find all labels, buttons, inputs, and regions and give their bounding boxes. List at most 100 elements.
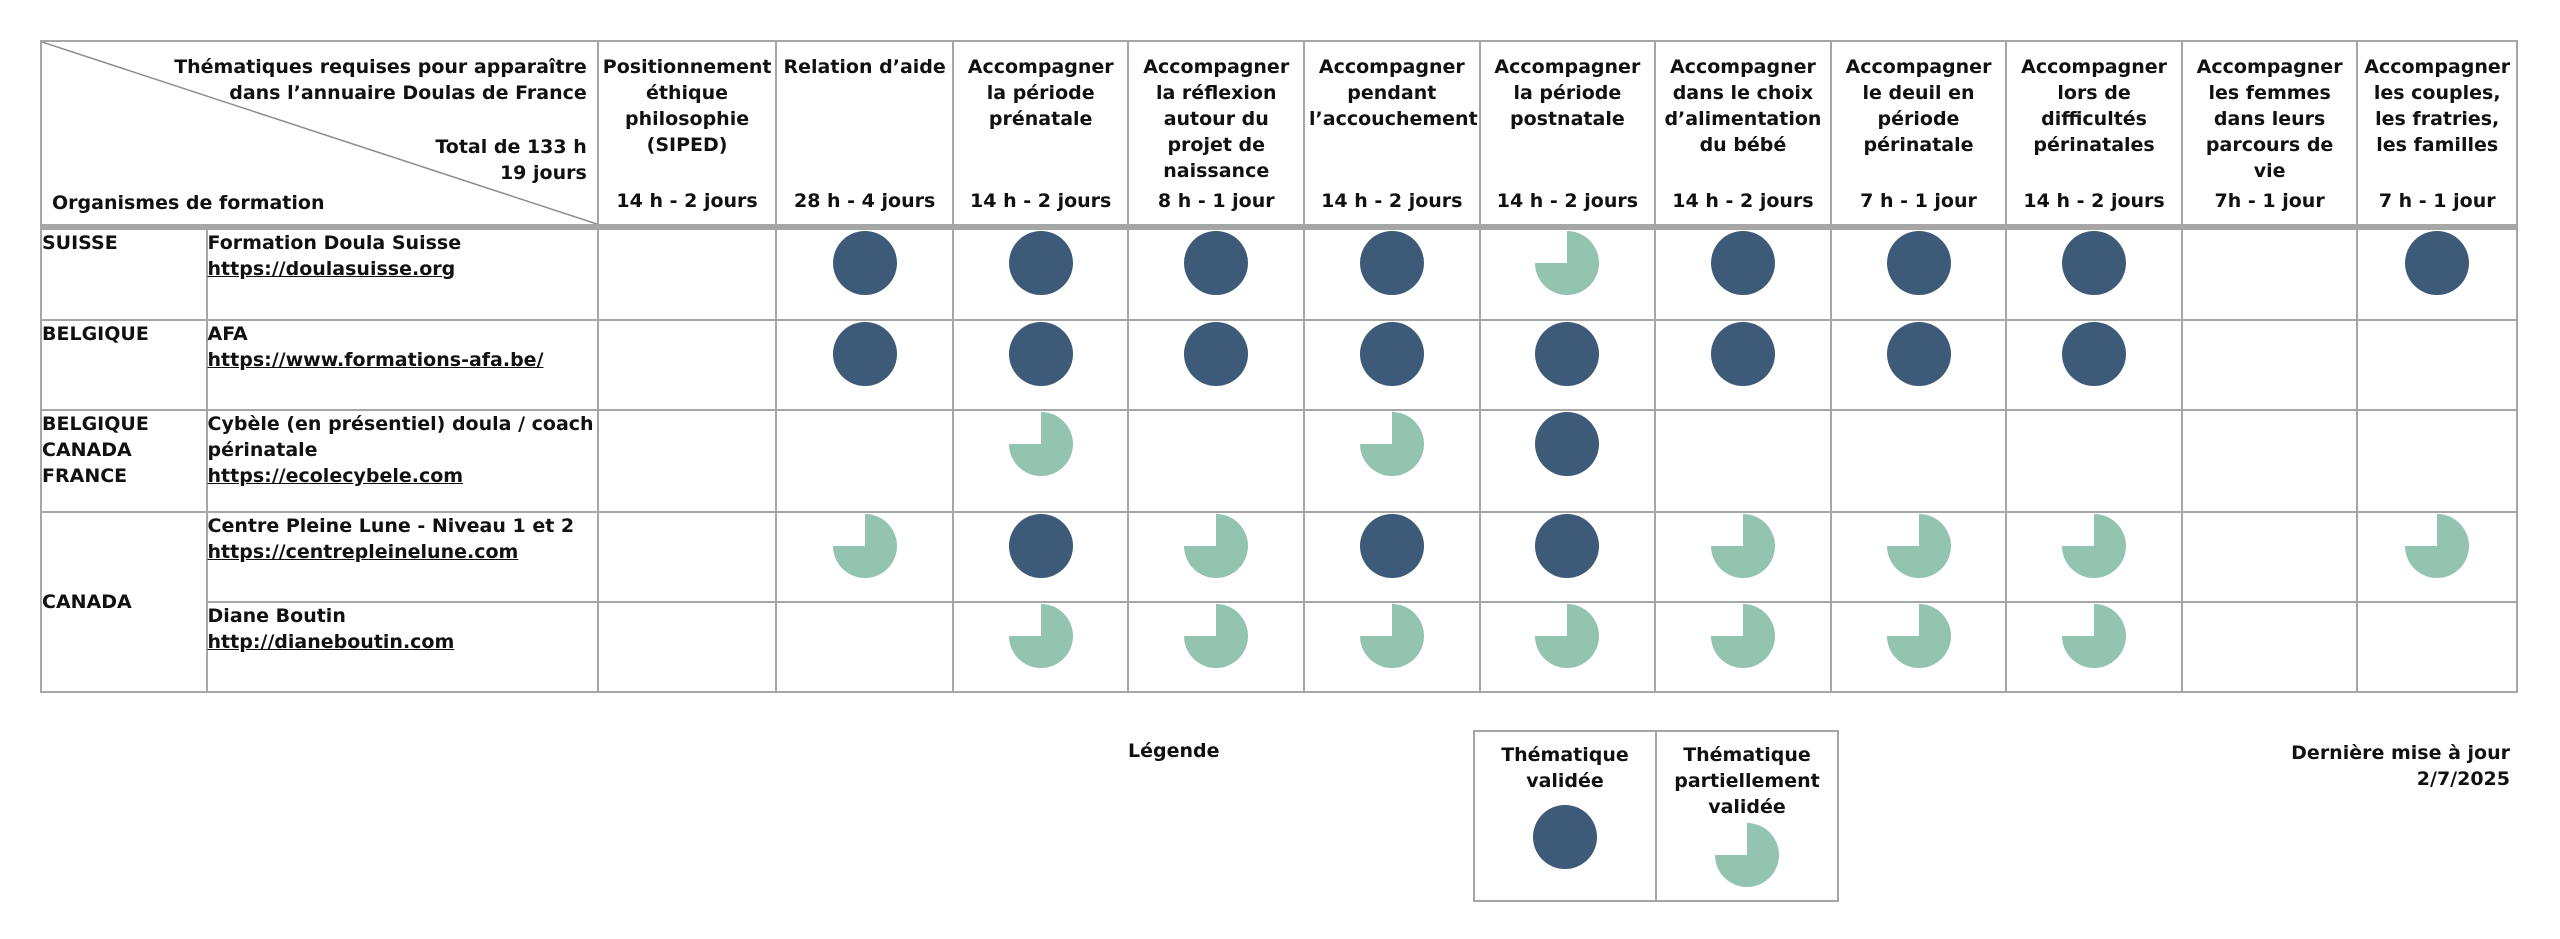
legend-validated: Thématique validée: [1473, 730, 1657, 902]
full-circle-icon: [1008, 231, 1073, 295]
status-cell: [596, 601, 778, 693]
legend-title: Légende: [1128, 740, 1220, 762]
status-cell: [1127, 601, 1306, 693]
column-hours: 7h - 1 jour: [2214, 190, 2325, 212]
org-name: Diane Boutin: [207, 605, 346, 627]
org-column-label: Organismes de formation: [52, 192, 325, 214]
column-header: Accompagner les femmes dans leurs parcou…: [2180, 40, 2359, 230]
partial-circle-icon: [1184, 604, 1249, 668]
full-circle-icon: [2062, 231, 2127, 295]
column-title: Accompagner pendant l’accouchement: [1309, 56, 1478, 130]
partial-circle-icon: [1184, 514, 1249, 578]
column-title: Positionnement éthique philosophie (SIPE…: [602, 56, 772, 156]
status-cell: [1654, 601, 1832, 693]
corner-title: Thématiques requises pour apparaître dan…: [174, 56, 587, 104]
status-cell: [951, 226, 1130, 321]
full-circle-icon: [1008, 514, 1073, 578]
corner-header: Thématiques requises pour apparaître dan…: [40, 40, 599, 230]
status-cell: [1303, 409, 1481, 513]
full-circle-icon: [832, 322, 897, 386]
column-title: Accompagner la période postnatale: [1494, 56, 1641, 130]
status-cell: [596, 226, 778, 321]
partial-circle-icon: [832, 514, 897, 578]
table-row: BELGIQUE AFA https://www.formations-afa.…: [40, 319, 2518, 411]
partial-circle-icon: [2062, 604, 2127, 668]
last-update-date: 2/7/2025: [2416, 768, 2510, 790]
table-row: CANADA Centre Pleine Lune - Niveau 1 et …: [40, 511, 2518, 693]
status-cell: [2180, 226, 2359, 321]
partial-circle-icon: [1535, 604, 1600, 668]
status-cell: [2180, 319, 2359, 411]
status-cell: [1478, 319, 1657, 411]
org-name: Centre Pleine Lune - Niveau 1 et 2: [207, 515, 575, 537]
country-line: BELGIQUE: [42, 413, 149, 435]
country-line: FRANCE: [42, 465, 128, 487]
training-table-container: Thématiques requises pour apparaître dan…: [40, 40, 2518, 693]
column-hours: 28 h - 4 jours: [793, 190, 936, 212]
table-row: Diane Boutin http://dianeboutin.com: [41, 601, 2518, 693]
column-header: Accompagner le deuil en période périnata…: [1829, 40, 2008, 230]
status-cell: [1127, 511, 1306, 603]
status-cell: [1303, 319, 1481, 411]
column-title: Accompagner dans le choix d’alimentation…: [1664, 56, 1822, 156]
status-cell: [775, 226, 954, 321]
status-cell: [951, 319, 1130, 411]
status-cell: [1127, 319, 1306, 411]
status-cell: [2180, 601, 2359, 693]
legend-partial-label: Thématique partiellement validée: [1674, 744, 1820, 818]
header-row: Thématiques requises pour apparaître dan…: [40, 40, 2518, 230]
full-circle-icon: [1184, 231, 1249, 295]
status-cell: [1303, 226, 1481, 321]
org-cell: Diane Boutin http://dianeboutin.com: [205, 601, 599, 693]
org-link[interactable]: https://doulasuisse.org: [207, 258, 456, 280]
full-circle-icon: [1710, 231, 1775, 295]
status-cell: [1127, 409, 1306, 513]
status-cell: [951, 409, 1130, 513]
table-row: BELGIQUE CANADA FRANCE Cybèle (en présen…: [40, 409, 2518, 513]
partial-circle-icon: [1008, 604, 1073, 668]
org-cell: Cybèle (en présentiel) doula / coach pér…: [205, 409, 599, 513]
org-link[interactable]: https://www.formations-afa.be/: [207, 349, 544, 371]
org-link[interactable]: https://centrepleinelune.com: [207, 541, 519, 563]
full-circle-icon: [1710, 322, 1775, 386]
partial-circle-icon: [1359, 412, 1424, 476]
status-cell: [596, 409, 778, 513]
status-cell: [951, 511, 1130, 603]
column-hours: 14 h - 2 jours: [616, 190, 758, 212]
full-circle-icon: [2405, 231, 2470, 295]
org-link[interactable]: http://dianeboutin.com: [207, 631, 455, 653]
status-cell: [2356, 601, 2518, 693]
partial-circle-icon: [1886, 514, 1951, 578]
partial-circle-icon: [1886, 604, 1951, 668]
diagonal-line: [42, 42, 597, 224]
column-hours: 14 h - 2 jours: [970, 190, 1112, 212]
status-cell: [1654, 409, 1832, 513]
org-cell: AFA https://www.formations-afa.be/: [205, 319, 599, 411]
full-circle-icon: [1359, 322, 1424, 386]
status-cell: [2356, 409, 2518, 513]
full-circle-icon: [1184, 322, 1249, 386]
partial-circle-icon: [1008, 412, 1073, 476]
status-cell: [1303, 511, 1481, 603]
partial-circle-icon: [1715, 823, 1779, 887]
column-title: Accompagner lors de difficultés périnata…: [2021, 56, 2167, 156]
legend-table: Thématique validée Thématique partiellem…: [1473, 730, 1839, 902]
column-title: Relation d’aide: [783, 56, 946, 78]
status-cell: [2356, 226, 2518, 321]
full-circle-icon: [1533, 805, 1597, 869]
status-cell: [1478, 601, 1657, 693]
column-header: Accompagner la période postnatale 14 h - …: [1478, 40, 1657, 230]
status-cell: [2356, 511, 2518, 603]
status-cell: [1127, 226, 1306, 321]
column-title: Accompagner la période prénatale: [967, 56, 1114, 130]
column-header: Accompagner les couples, les fratries, l…: [2356, 40, 2518, 230]
full-circle-icon: [832, 231, 897, 295]
total-days: 19 jours: [499, 162, 587, 184]
org-cell: Centre Pleine Lune - Niveau 1 et 2 https…: [205, 511, 599, 603]
column-header: Accompagner la période prénatale 14 h - 2…: [951, 40, 1130, 230]
org-link[interactable]: https://ecolecybele.com: [207, 465, 464, 487]
status-cell: [1829, 601, 2008, 693]
legend-validated-label: Thématique validée: [1501, 744, 1629, 792]
status-cell: [2005, 319, 2183, 411]
status-cell: [1478, 409, 1657, 513]
